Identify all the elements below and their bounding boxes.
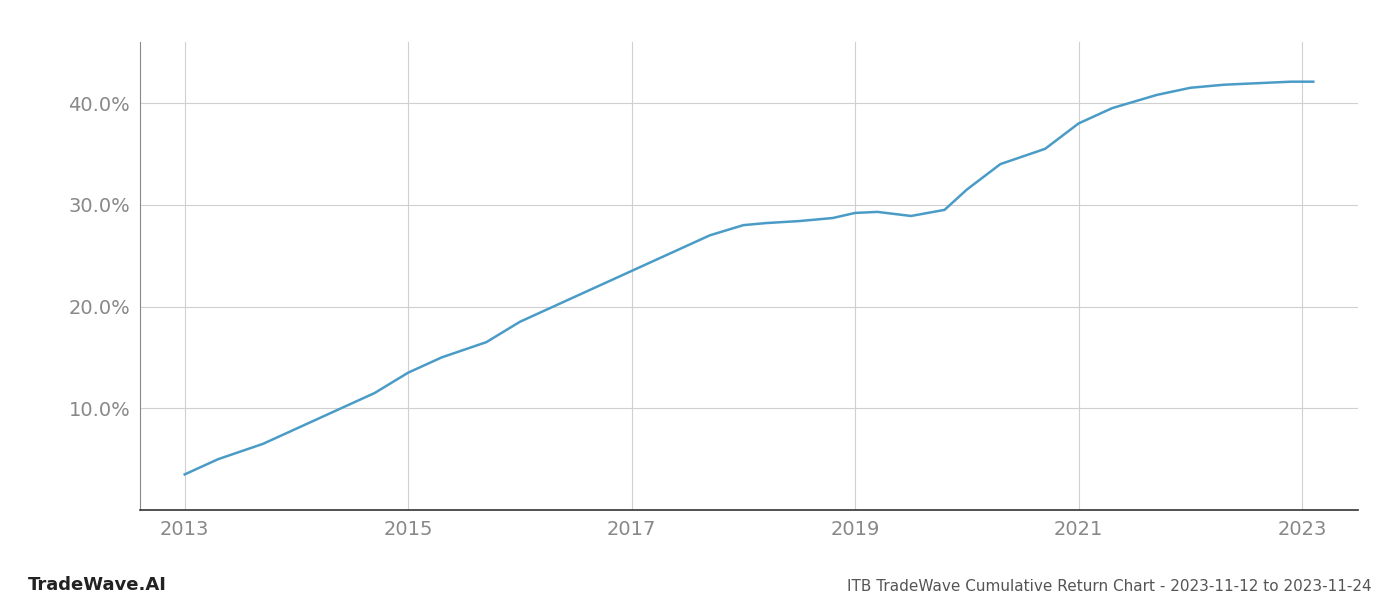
Text: ITB TradeWave Cumulative Return Chart - 2023-11-12 to 2023-11-24: ITB TradeWave Cumulative Return Chart - … — [847, 579, 1372, 594]
Text: TradeWave.AI: TradeWave.AI — [28, 576, 167, 594]
